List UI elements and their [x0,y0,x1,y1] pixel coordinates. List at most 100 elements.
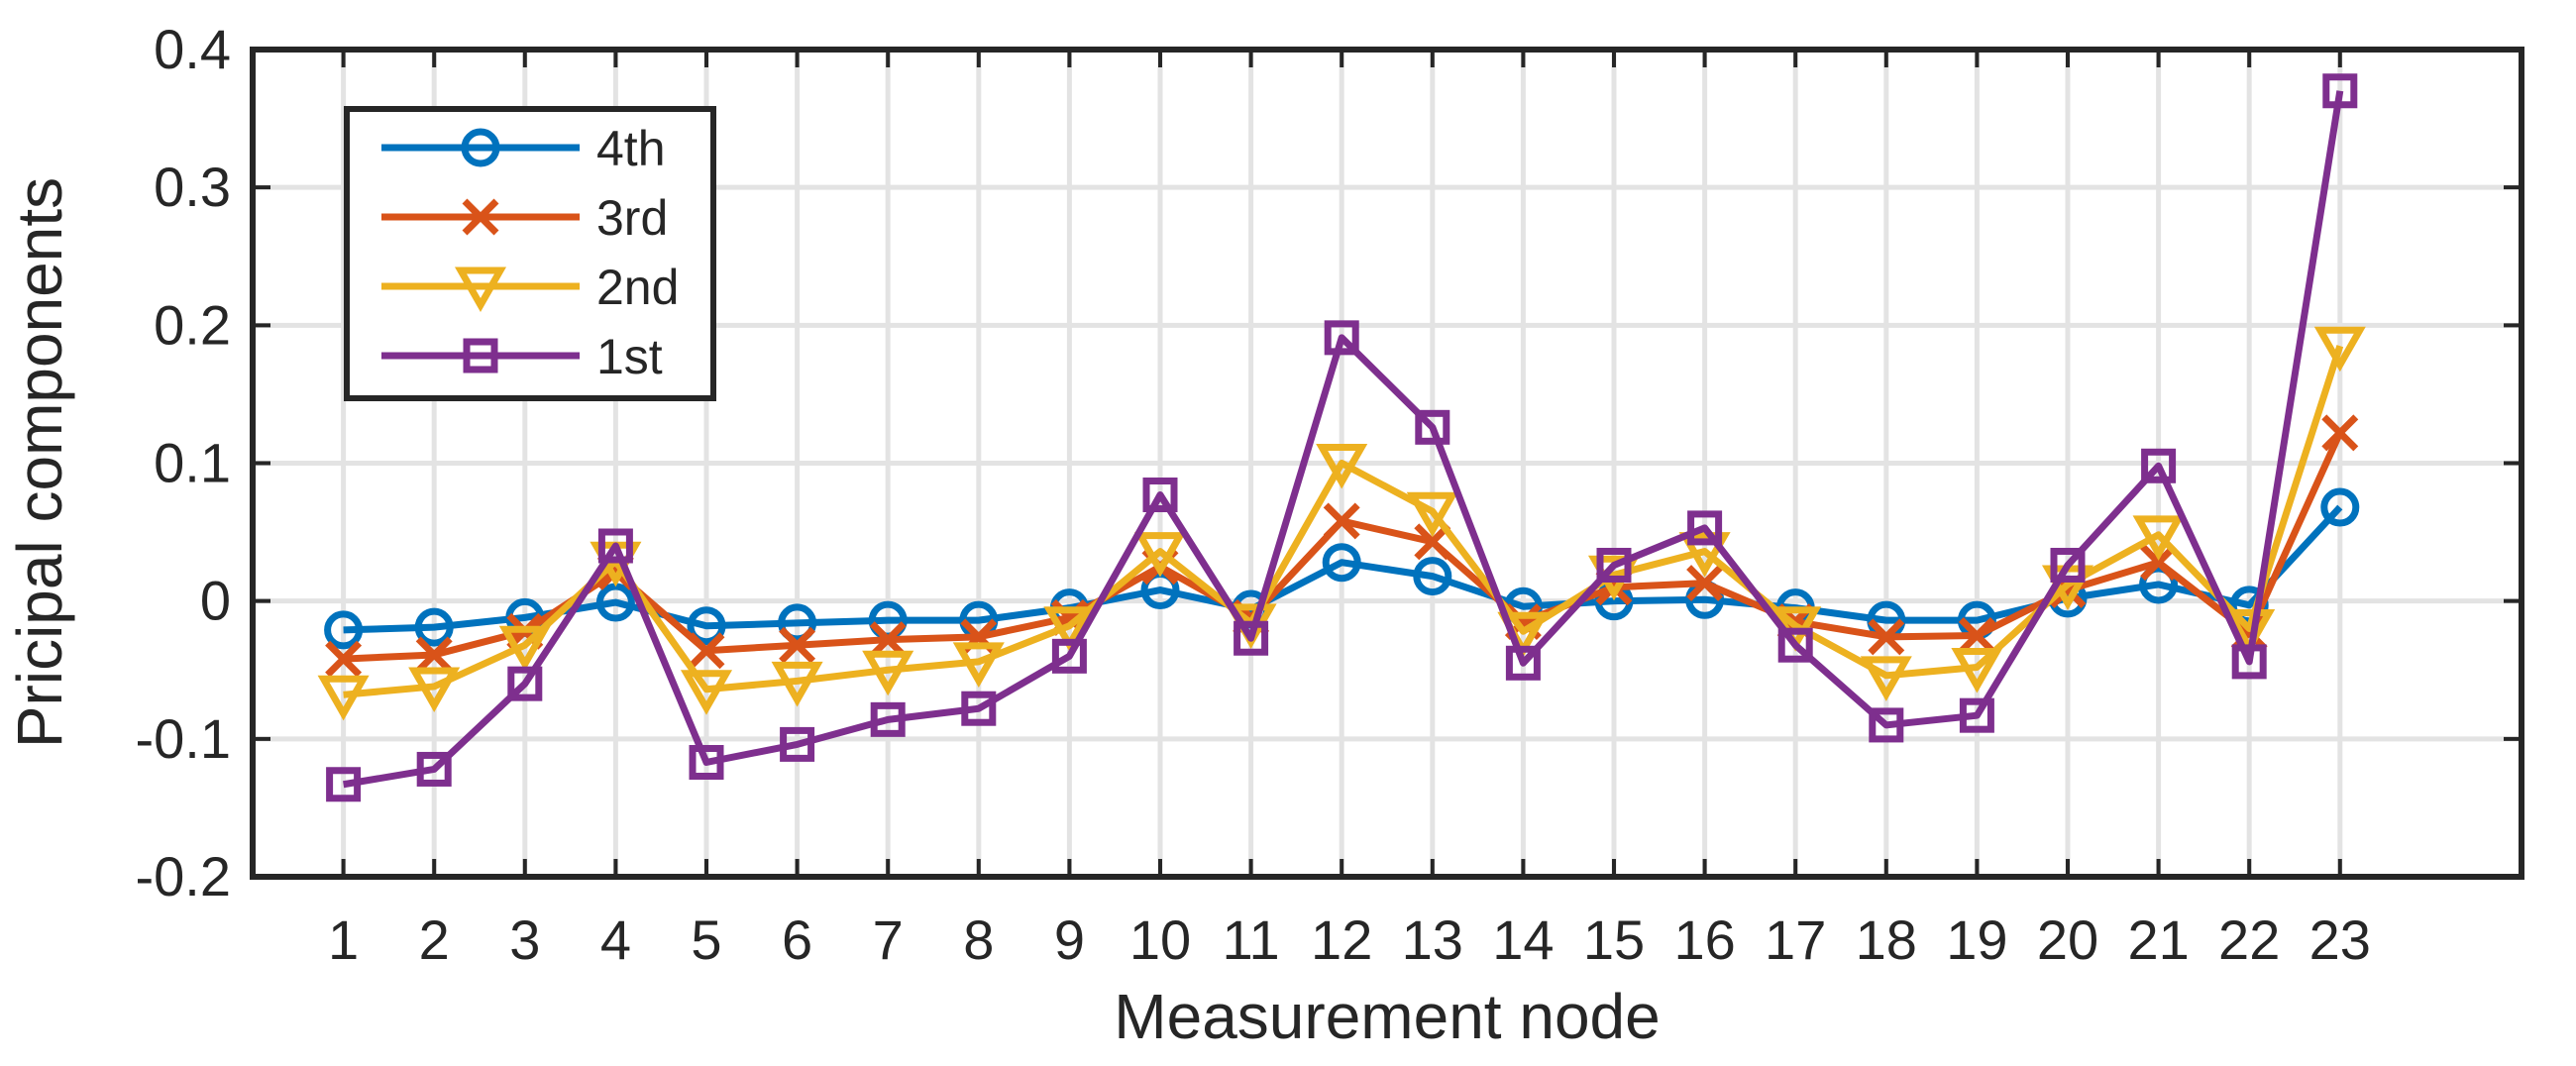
data-point-3rd-21 [2140,544,2178,582]
data-point-2nd-18 [1860,656,1912,701]
x-tick-label: 2 [419,908,450,971]
data-point-2nd-13 [1406,491,1458,538]
series-line-2nd [343,345,2344,698]
data-point-4th-12 [1322,543,1361,583]
legend-label: 2nd [596,260,679,315]
x-tick-label: 13 [1402,908,1463,971]
legend-entry-3rd: 3rd [381,190,668,246]
data-point-1st-9 [1051,638,1087,674]
data-point-4th-1 [324,610,364,650]
data-point-1st-1 [326,767,362,802]
data-point-3rd-7 [869,621,907,659]
legend-entry-1st: 1st [381,329,663,384]
data-point-2nd-22 [2223,609,2276,655]
data-point-3rd-23 [2321,414,2359,452]
data-point-1st-17 [1777,627,1813,663]
data-point-2nd-10 [1133,532,1187,578]
data-point-1st-10 [1142,478,1178,513]
x-tick-label: 21 [2127,908,2189,971]
x-tick-label: 16 [1673,908,1735,971]
legend-marker-1st [463,338,498,373]
y-axis-title: Pricipal components [4,177,75,748]
legend-box [344,106,716,401]
x-tick-label: 6 [782,908,812,971]
data-point-1st-4 [597,528,633,564]
x-tick-label: 22 [2218,908,2280,971]
data-point-1st-20 [2050,547,2086,583]
data-point-1st-19 [1959,697,1994,733]
data-point-3rd-18 [1868,618,1905,656]
data-point-2nd-19 [1951,647,2003,693]
legend-entry-4th: 4th [381,121,666,176]
data-point-1st-5 [689,744,724,780]
data-point-1st-7 [870,701,906,737]
data-point-4th-6 [778,603,817,643]
x-axis-title: Measurement node [1114,981,1660,1052]
x-tick-label: 14 [1492,908,1554,971]
legend-entry-2nd: 2nd [381,260,679,315]
x-tick-label: 8 [963,908,994,971]
data-point-2nd-21 [2132,515,2185,561]
data-point-1st-13 [1415,409,1450,445]
legend: 4th 3rd 2nd 1st [344,106,716,401]
y-tick-label: 0.1 [154,432,231,494]
data-point-1st-22 [2231,644,2267,680]
data-point-1st-11 [1234,620,1269,656]
data-point-2nd-2 [408,667,461,713]
data-point-1st-12 [1324,320,1359,356]
data-point-3rd-12 [1323,502,1360,540]
series-line-4th [343,504,2343,634]
data-point-2nd-6 [771,661,823,707]
data-point-3rd-16 [1686,565,1724,602]
x-tick-label: 5 [691,908,721,971]
data-point-3rd-1 [325,640,363,678]
data-point-1st-16 [1687,510,1723,546]
x-tick-label: 4 [600,908,631,971]
data-point-1st-8 [961,691,997,726]
data-point-1st-2 [416,751,452,787]
data-point-3rd-19 [1958,616,1995,654]
data-point-1st-6 [780,726,815,762]
data-point-3rd-13 [1414,523,1451,561]
x-tick-label: 19 [1946,908,2007,971]
legend-marker-4th [461,128,500,167]
data-point-3rd-5 [688,632,725,670]
x-tick-label: 18 [1856,908,1917,971]
data-point-1st-18 [1869,707,1904,743]
x-tick-label: 17 [1765,908,1826,971]
x-tick-label: 1 [328,908,359,971]
x-tick-label: 15 [1583,908,1645,971]
x-tick-label: 3 [509,908,540,971]
data-point-2nd-5 [680,670,733,715]
data-point-3rd-2 [415,636,453,674]
x-tick-label: 12 [1311,908,1372,971]
legend-label: 1st [596,329,663,384]
data-point-4th-5 [687,606,726,646]
data-point-2nd-7 [862,650,914,696]
y-tick-label: 0.3 [154,156,231,218]
x-tick-label: 10 [1129,908,1191,971]
x-tick-label: 11 [1223,908,1280,971]
y-tick-label: -0.2 [136,845,232,907]
y-tick-label: 0.2 [154,293,231,356]
data-point-2nd-9 [1043,606,1096,652]
legend-marker-3rd [462,198,499,236]
data-point-4th-13 [1413,557,1452,596]
data-point-3rd-6 [779,626,816,664]
data-point-4th-21 [2139,565,2179,604]
data-point-2nd-1 [317,675,370,721]
y-tick-label: -0.1 [136,707,232,770]
legend-label: 3rd [596,190,668,246]
data-point-1st-3 [507,666,543,701]
series-layer [317,73,2366,802]
data-point-4th-23 [2320,487,2360,527]
y-tick-label: 0.4 [154,18,231,80]
data-point-4th-2 [414,607,454,647]
x-tick-label: 9 [1054,908,1085,971]
series-1st [326,73,2358,802]
data-point-2nd-12 [1316,444,1368,489]
x-tick-label: 23 [2309,908,2371,971]
data-point-1st-23 [2322,73,2358,109]
x-tick-label: 20 [2037,908,2098,971]
